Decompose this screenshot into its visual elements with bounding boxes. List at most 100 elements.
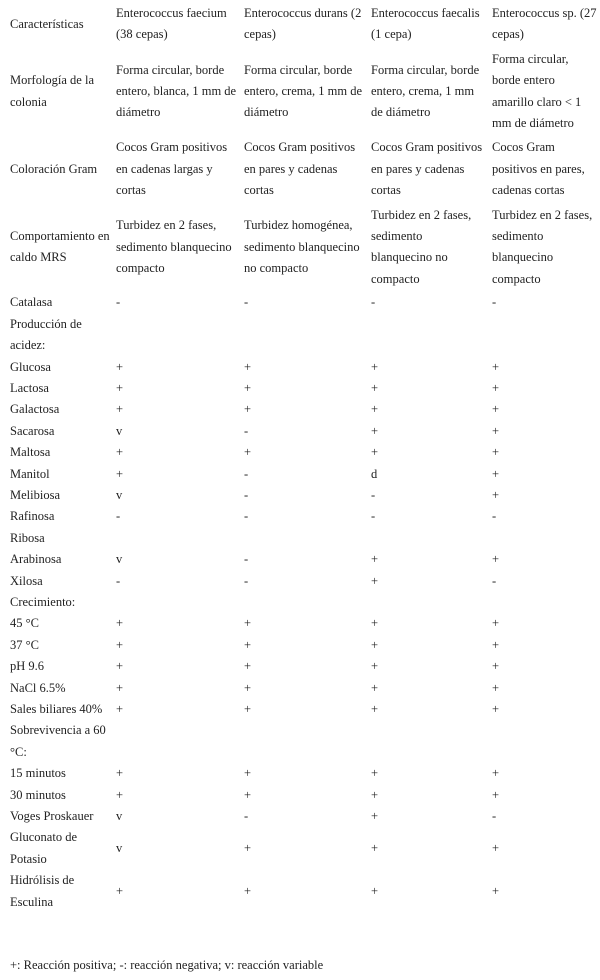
cell-value: v [116,809,123,824]
row-label: Morfología de la colonia [10,73,95,109]
cell-value: + [244,883,252,898]
cell-value: - [116,573,121,588]
row-label: Maltosa [10,445,51,460]
cell-value: d [371,466,378,481]
table-row: Comportamiento en caldo MRS Turbidez en 2… [6,204,600,293]
cell-value: - [244,552,249,567]
table-row: Manitol + - d + [6,464,600,485]
cell-value: + [371,766,379,781]
cell-value: v [116,423,123,438]
row-label: pH 9.6 [10,659,45,674]
cell-value: + [244,616,252,631]
cell-value: + [371,637,379,652]
cell-value: + [371,402,379,417]
row-label: Xilosa [10,573,43,588]
row-label: 30 minutos [10,787,66,802]
cell-value: + [371,883,379,898]
row-label: Manitol [10,466,50,481]
cell-value: - [116,295,121,310]
cell-value: + [492,423,500,438]
cell-value: + [244,402,252,417]
cell-value: - [371,509,376,524]
cell-value [367,314,488,357]
cell-value: Turbidez en 2 fases, sedimento blanqueci… [492,207,593,286]
cell-value: + [244,637,252,652]
row-label: Rafinosa [10,509,55,524]
table-row: 37 °C + + + + [6,635,600,656]
cell-value [367,528,488,549]
cell-value: Enterococcus durans (2 cepas) [244,6,362,42]
cell-value: - [244,295,249,310]
cell-value: + [371,659,379,674]
cell-value: + [116,702,124,716]
row-label: 45 °C [10,616,39,631]
cell-value [112,528,240,549]
cell-value [367,592,488,613]
table-row: Coloración Gram Cocos Gram positivos en c… [6,136,600,203]
row-label: Voges Proskauer [10,809,94,824]
cell-value: + [371,841,379,856]
cell-value: + [371,423,379,438]
table-row: Galactosa + + + + [6,399,600,420]
cell-value: v [116,841,123,856]
cell-value [240,314,367,357]
cell-value: + [371,552,379,567]
cell-value: + [371,702,379,716]
table-row: Lactosa + + + + [6,378,600,399]
cell-value: + [492,616,500,631]
table-row: NaCl 6.5% + + + + [6,678,600,699]
cell-value: + [492,466,500,481]
cell-value: + [244,702,252,716]
cell-value: v [116,487,123,502]
cell-value: Forma circular, borde entero, crema, 1 m… [371,62,480,120]
cell-value: + [492,402,500,417]
cell-value: Cocos Gram positivos en pares y cadenas … [371,140,483,198]
cell-value: + [244,659,252,674]
cell-value: + [244,680,252,695]
cell-value [488,314,600,357]
table-row: Sobrevivencia a 60 °C: [6,720,600,763]
cell-value [112,720,240,763]
cell-value: - [492,573,497,588]
cell-value [240,720,367,763]
cell-value: - [371,487,376,502]
cell-value: + [371,359,379,374]
cell-value: + [116,680,124,695]
cell-value: Cocos Gram positivos en pares, cadenas c… [492,140,585,198]
cell-value: + [371,680,379,695]
cell-value: + [492,659,500,674]
cell-value: + [492,787,500,802]
row-label: Gluconato de Potasio [10,830,77,866]
row-label: Lactosa [10,380,49,395]
cell-value [488,592,600,613]
cell-value: + [492,702,500,716]
table-row: 30 minutos + + + + [6,785,600,806]
cell-value [240,592,367,613]
cell-value: - [244,509,249,524]
table-row: Producción de acidez: [6,314,600,357]
cell-value: + [492,766,500,781]
cell-value: + [492,637,500,652]
cell-value: + [492,445,500,460]
row-label: Glucosa [10,359,51,374]
cell-value: + [244,766,252,781]
cell-value: Cocos Gram positivos en pares y cadenas … [244,140,356,198]
cell-value: Enterococcus faecium (38 cepas) [116,6,227,42]
table-footnote: +: Reacción positiva; -: reacción negati… [10,958,324,972]
cell-value: + [116,637,124,652]
row-label: Catalasa [10,295,53,310]
row-label: Coloración Gram [10,161,98,176]
table-row: Glucosa + + + + [6,357,600,378]
cell-value: + [492,841,500,856]
row-label: NaCl 6.5% [10,680,66,695]
table-row: 15 minutos + + + + [6,763,600,784]
table-row: Maltosa + + + + [6,442,600,463]
cell-value: Forma circular, borde entero, crema, 1 m… [244,62,363,120]
table-row: 45 °C + + + + [6,613,600,634]
table-row: Gluconato de Potasio v + + + [6,827,600,870]
cell-value: + [492,680,500,695]
table-row: Sacarosa v - + + [6,421,600,442]
row-label: Arabinosa [10,552,62,567]
cell-value: - [244,466,249,481]
cell-value: + [371,809,379,824]
